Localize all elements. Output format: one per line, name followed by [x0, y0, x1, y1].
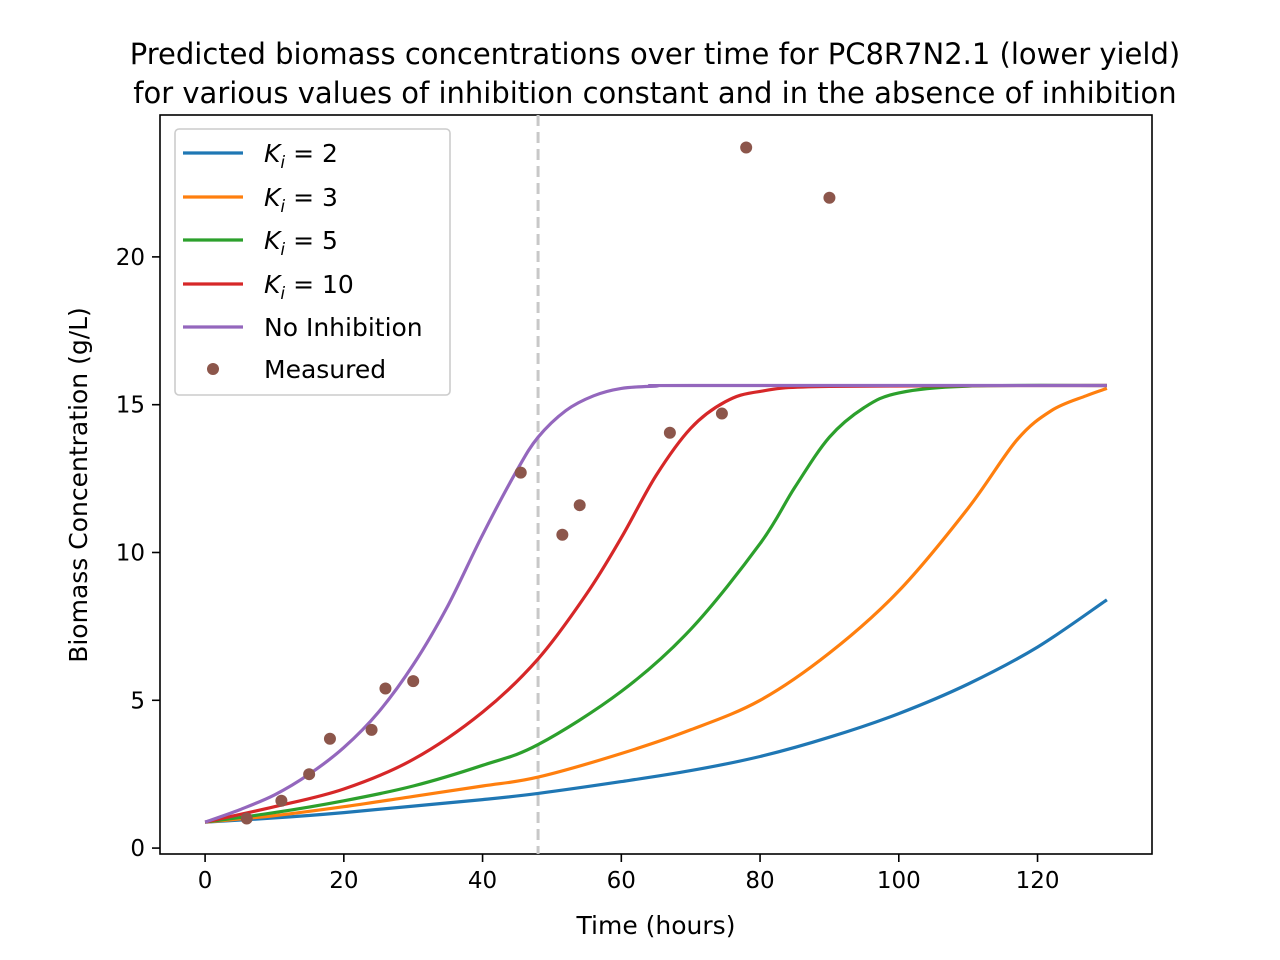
- measured-point: [740, 141, 753, 154]
- y-tick-label: 5: [130, 688, 145, 714]
- series-line-3: [204, 383, 1107, 824]
- x-tick-label: 120: [1016, 868, 1060, 894]
- y-axis-label: Biomass Concentration (g/L): [64, 307, 93, 663]
- y-tick-label: 20: [116, 245, 145, 271]
- legend-label: Ki = 5: [264, 226, 338, 260]
- series-line-1: [204, 386, 1108, 824]
- series-lines: [204, 383, 1108, 824]
- x-axis: 0 20 40 60 80 100 120: [198, 854, 1060, 894]
- measured-point: [379, 682, 392, 695]
- x-tick-label: 0: [198, 868, 213, 894]
- legend-marker: [207, 363, 219, 375]
- measured-point: [275, 794, 288, 807]
- x-tick-label: 80: [745, 868, 774, 894]
- series-line-2: [204, 383, 1107, 824]
- measured-point: [407, 675, 420, 688]
- legend: Ki = 2 Ki = 3 Ki = 5 Ki = 10 No Inhibition Me…: [174, 128, 451, 396]
- measured-point: [303, 768, 316, 781]
- series-line-0: [205, 598, 1108, 824]
- x-tick-label: 100: [877, 868, 921, 894]
- measured-point: [240, 812, 253, 825]
- measured-point: [823, 191, 836, 204]
- measured-point: [365, 723, 378, 736]
- chart-title: Predicted biomass concentrations over ti…: [130, 37, 1180, 110]
- x-axis-label: Time (hours): [576, 911, 736, 940]
- series-line-4: [204, 383, 1107, 824]
- plot-area: [159, 114, 1153, 855]
- y-tick-label: 15: [116, 393, 145, 419]
- measured-points: [240, 141, 836, 825]
- chart-title-line-1: Predicted biomass concentrations over ti…: [130, 37, 1180, 71]
- measured-point: [556, 528, 569, 541]
- legend-label: Ki = 3: [264, 183, 338, 217]
- measured-point: [514, 466, 527, 479]
- legend-label: No Inhibition: [264, 313, 423, 342]
- x-tick-label: 60: [607, 868, 636, 894]
- legend-label: Ki = 10: [264, 270, 354, 304]
- legend-box: [174, 128, 451, 396]
- measured-point: [715, 407, 728, 420]
- y-axis: 0 5 10 15 20: [116, 245, 160, 862]
- legend-label: Ki = 2: [264, 139, 338, 173]
- y-tick-label: 10: [116, 540, 145, 566]
- legend-label: Measured: [264, 355, 386, 384]
- chart-title-line-2: for various values of inhibition constan…: [133, 76, 1176, 110]
- x-tick-label: 40: [468, 868, 497, 894]
- y-tick-label: 0: [130, 836, 145, 862]
- measured-point: [323, 732, 336, 745]
- measured-point: [573, 499, 586, 512]
- measured-point: [663, 426, 676, 439]
- x-tick-label: 20: [329, 868, 358, 894]
